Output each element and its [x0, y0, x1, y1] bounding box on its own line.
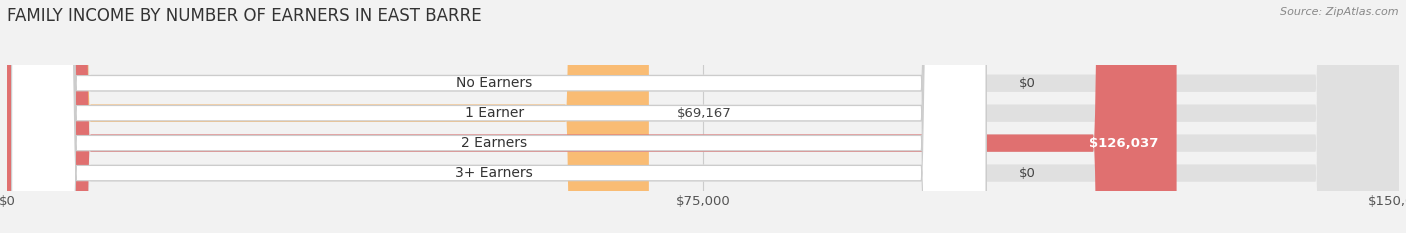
FancyBboxPatch shape — [11, 0, 986, 233]
FancyBboxPatch shape — [7, 0, 1399, 233]
Text: Source: ZipAtlas.com: Source: ZipAtlas.com — [1281, 7, 1399, 17]
Text: $0: $0 — [1018, 167, 1035, 180]
FancyBboxPatch shape — [11, 0, 986, 233]
FancyBboxPatch shape — [7, 0, 1177, 233]
FancyBboxPatch shape — [11, 0, 986, 233]
Text: FAMILY INCOME BY NUMBER OF EARNERS IN EAST BARRE: FAMILY INCOME BY NUMBER OF EARNERS IN EA… — [7, 7, 482, 25]
Text: 2 Earners: 2 Earners — [461, 136, 527, 150]
FancyBboxPatch shape — [7, 0, 650, 233]
Text: 3+ Earners: 3+ Earners — [456, 166, 533, 180]
Text: $0: $0 — [1018, 77, 1035, 90]
Text: $126,037: $126,037 — [1088, 137, 1159, 150]
FancyBboxPatch shape — [7, 0, 1399, 233]
Text: No Earners: No Earners — [456, 76, 533, 90]
FancyBboxPatch shape — [7, 0, 1399, 233]
FancyBboxPatch shape — [11, 0, 986, 233]
Text: 1 Earner: 1 Earner — [464, 106, 524, 120]
Text: $69,167: $69,167 — [676, 107, 731, 120]
FancyBboxPatch shape — [7, 0, 1399, 233]
